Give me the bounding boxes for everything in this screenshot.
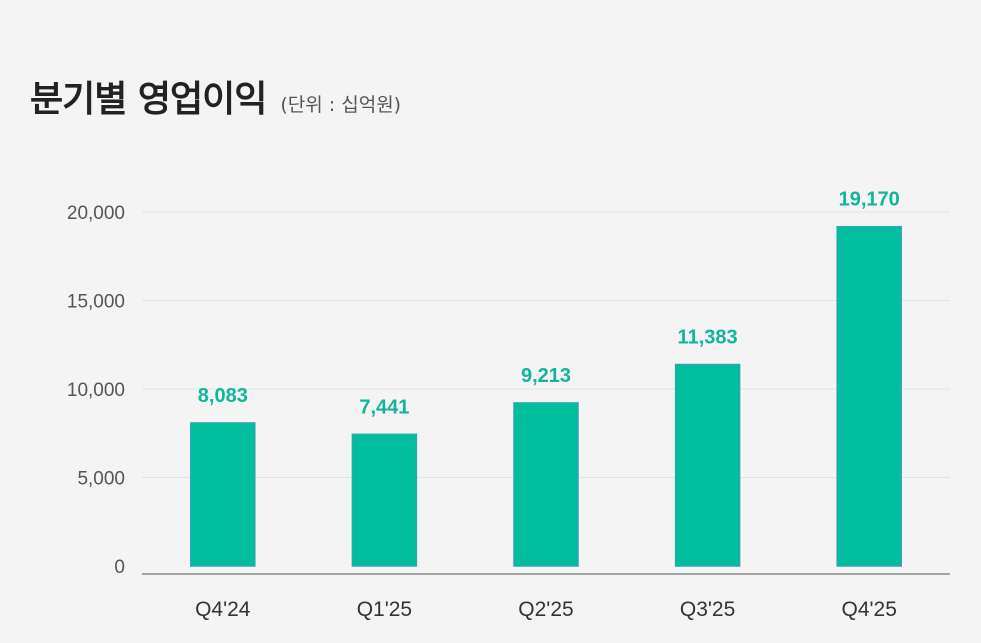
y-tick-label: 20,000 [67,203,125,224]
bar [836,225,902,567]
data-label: 11,383 [678,327,738,349]
data-label: 7,441 [359,396,409,418]
bar [513,402,579,567]
bar [351,433,418,567]
data-label: 9,213 [521,365,571,387]
bar [674,363,741,567]
x-tick-label: Q4'25 [842,598,897,621]
x-tick-label: Q1'25 [357,598,412,621]
x-tick-label: Q4'24 [195,598,251,621]
bar [190,422,256,567]
x-tick-label: Q3'25 [680,598,735,621]
y-tick-label: 15,000 [67,292,125,313]
title-row: 분기별 영업이익 (단위 : 십억원) [30,70,401,122]
data-label: 19,170 [839,189,900,211]
x-tick-label: Q2'25 [518,598,573,621]
unit-label: (단위 : 십억원) [280,94,402,116]
data-label: 8,083 [198,385,248,407]
y-tick-label: 10,000 [67,380,125,401]
y-tick-label: 0 [114,557,125,578]
y-tick-label: 5,000 [77,469,125,490]
chart-title: 분기별 영업이익 [30,79,267,120]
